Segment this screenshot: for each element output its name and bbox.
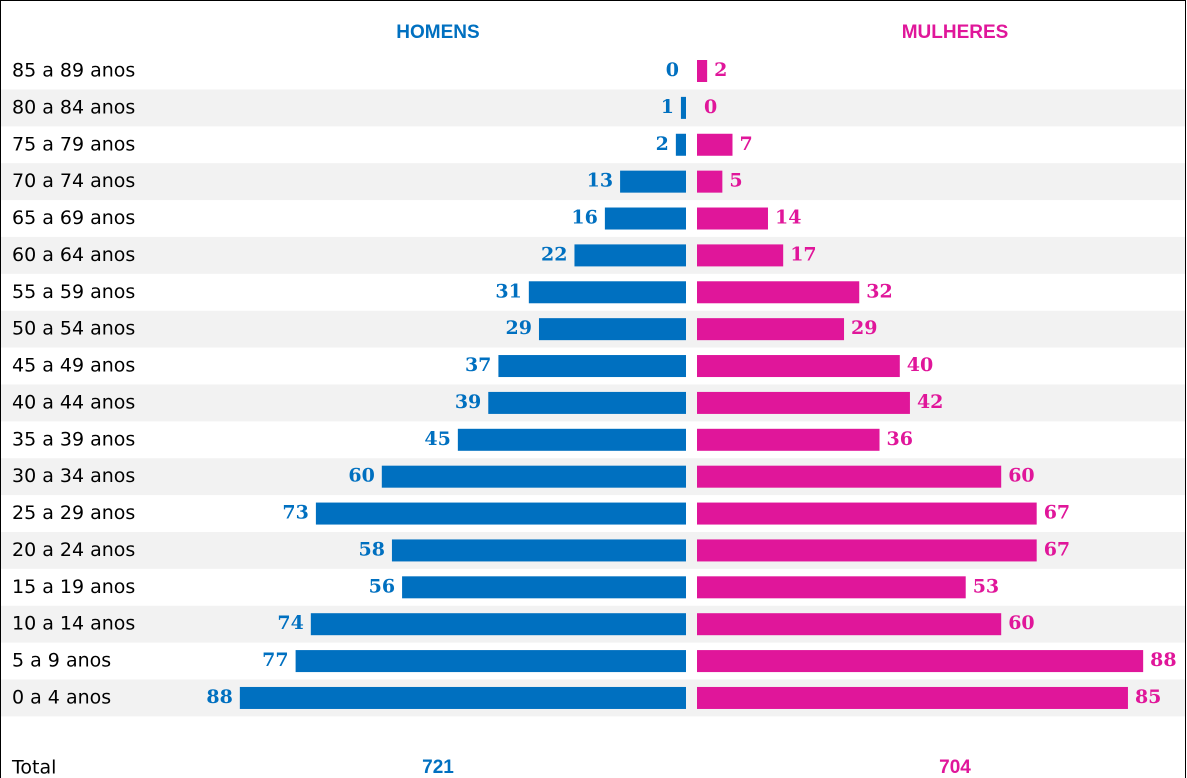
value-label: 0 xyxy=(704,96,717,118)
row-label: 60 a 64 anos xyxy=(12,244,135,266)
bar xyxy=(697,502,1037,525)
value-label: 37 xyxy=(465,354,491,376)
bar xyxy=(381,465,686,488)
value-label: 2 xyxy=(714,59,727,81)
value-label: 73 xyxy=(282,502,308,524)
bar xyxy=(697,613,1002,636)
bar xyxy=(697,244,784,267)
row-label: 10 a 14 anos xyxy=(12,613,135,635)
bar xyxy=(697,355,900,378)
bar xyxy=(697,60,708,82)
row-label: 40 a 44 anos xyxy=(12,391,135,413)
bar xyxy=(604,207,686,230)
bar xyxy=(310,613,686,636)
value-label: 74 xyxy=(277,612,303,634)
row-label: 85 a 89 anos xyxy=(12,60,135,82)
value-label: 53 xyxy=(973,575,999,597)
row-band xyxy=(1,89,1185,127)
value-label: 60 xyxy=(1008,612,1034,634)
value-label: 67 xyxy=(1044,502,1070,524)
value-label: 13 xyxy=(587,170,613,192)
row-label: 20 a 24 anos xyxy=(12,539,135,561)
value-label: 14 xyxy=(775,207,801,229)
value-label: 16 xyxy=(571,207,597,229)
row-label: 50 a 54 anos xyxy=(12,318,135,340)
bar xyxy=(697,686,1128,709)
row-band xyxy=(1,163,1185,201)
total-label: Total xyxy=(11,757,56,778)
bar xyxy=(697,207,768,230)
row-label: 65 a 69 anos xyxy=(12,207,135,229)
row-label: 25 a 29 anos xyxy=(12,502,135,524)
value-label: 31 xyxy=(495,280,521,302)
value-label: 60 xyxy=(1008,465,1034,487)
bar xyxy=(488,391,686,414)
value-label: 40 xyxy=(907,354,933,376)
value-label: 77 xyxy=(262,649,288,671)
row-label: 45 a 49 anos xyxy=(12,355,135,377)
bar xyxy=(697,170,723,193)
bar xyxy=(697,428,880,451)
value-label: 17 xyxy=(790,243,816,265)
value-label: 85 xyxy=(1135,686,1161,708)
bar xyxy=(697,650,1144,673)
bar xyxy=(697,391,910,414)
value-label: 58 xyxy=(358,538,384,560)
bar xyxy=(680,96,686,119)
value-label: 29 xyxy=(506,317,532,339)
value-label: 1 xyxy=(661,96,674,118)
value-label: 88 xyxy=(1150,649,1176,671)
bar xyxy=(697,576,966,599)
value-label: 60 xyxy=(348,465,374,487)
row-label: 15 a 19 anos xyxy=(12,576,135,598)
row-label: 30 a 34 anos xyxy=(12,465,135,487)
value-label: 67 xyxy=(1044,538,1070,560)
bar xyxy=(697,318,845,341)
row-label: 5 a 9 anos xyxy=(12,650,111,672)
bar xyxy=(528,281,686,304)
value-label: 88 xyxy=(206,686,232,708)
row-label: 55 a 59 anos xyxy=(12,281,135,303)
total-value: 721 xyxy=(422,757,454,778)
value-label: 0 xyxy=(666,59,679,81)
value-label: 29 xyxy=(851,317,877,339)
value-label: 36 xyxy=(887,428,913,450)
total-value: 704 xyxy=(939,757,971,778)
row-label: 75 a 79 anos xyxy=(12,133,135,155)
bar xyxy=(574,244,686,267)
value-label: 39 xyxy=(455,391,481,413)
row-label: 80 a 84 anos xyxy=(12,96,135,118)
bar xyxy=(498,355,686,378)
value-label: 5 xyxy=(729,170,742,192)
bar xyxy=(697,539,1037,562)
value-label: 32 xyxy=(866,280,892,302)
value-label: 45 xyxy=(424,428,450,450)
bar xyxy=(697,281,860,304)
bar xyxy=(239,686,686,709)
value-label: 7 xyxy=(739,133,752,155)
bar xyxy=(315,502,686,525)
row-label: 0 a 4 anos xyxy=(12,686,111,708)
value-label: 42 xyxy=(917,391,943,413)
row-label: 70 a 74 anos xyxy=(12,170,135,192)
row-label: 35 a 39 anos xyxy=(12,428,135,450)
bar xyxy=(675,133,686,156)
bar xyxy=(402,576,686,599)
bar xyxy=(697,133,733,156)
bar xyxy=(620,170,686,193)
legend-label: MULHERES xyxy=(902,22,1009,43)
bar xyxy=(457,428,686,451)
bar xyxy=(697,465,1002,488)
legend-label: HOMENS xyxy=(396,22,479,43)
bar xyxy=(391,539,686,562)
bar xyxy=(295,650,686,673)
value-label: 22 xyxy=(541,243,567,265)
bar xyxy=(538,318,686,341)
value-label: 56 xyxy=(369,575,395,597)
value-label: 2 xyxy=(656,133,669,155)
